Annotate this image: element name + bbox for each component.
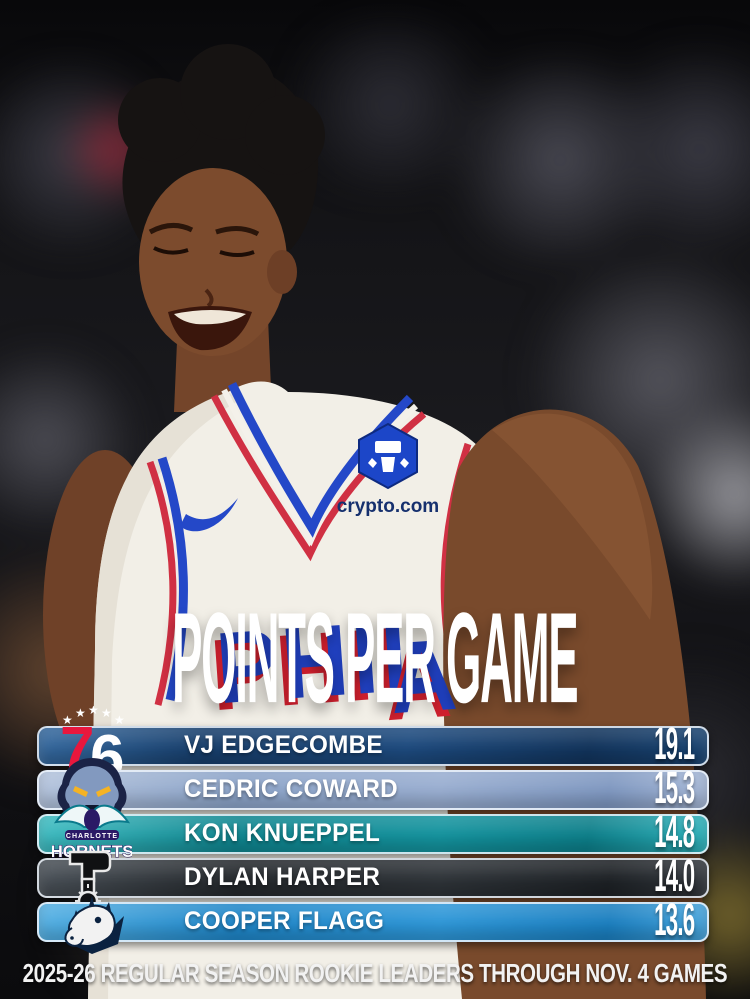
crypto-mark <box>375 441 401 453</box>
player-shoulder-highlight <box>492 413 653 620</box>
player-head <box>118 44 325 356</box>
player-hair <box>245 95 325 175</box>
wordmark-shadow: A <box>380 625 454 742</box>
footer-caption: 2025-26 REGULAR SEASON ROOKIE LEADERS TH… <box>22 957 728 988</box>
jersey-shading <box>88 392 240 999</box>
player-teeth <box>174 310 246 325</box>
player-face <box>139 168 287 356</box>
wordmark-text: A <box>386 618 460 735</box>
player-nose <box>204 288 214 308</box>
player-ear <box>267 250 297 294</box>
page-title: POINTS PER GAME <box>172 586 579 730</box>
crypto-mark <box>381 457 395 472</box>
player-brow <box>215 226 260 237</box>
player-eye <box>219 250 255 257</box>
wordmark-text: PHIL <box>213 597 446 725</box>
footer-container: 2025-26 REGULAR SEASON ROOKIE LEADERS TH… <box>0 952 750 994</box>
player-brow <box>148 223 194 235</box>
jersey-armhole-trim-red <box>146 460 177 706</box>
title-container: POINTS PER GAME <box>0 586 750 730</box>
player-eye <box>153 246 189 255</box>
crypto-shield <box>358 422 418 490</box>
jersey-armhole-trim-blue <box>157 456 188 702</box>
crypto-mark <box>400 458 409 468</box>
crypto-logo <box>358 422 418 490</box>
jersey-wordmark: PHIL PHIL A A <box>207 597 460 742</box>
crypto-mark <box>368 458 377 468</box>
jersey-sponsor-text: crypto.com <box>337 496 439 517</box>
nike-swoosh-icon <box>180 498 238 532</box>
wordmark-shadow: PHIL <box>207 604 440 732</box>
